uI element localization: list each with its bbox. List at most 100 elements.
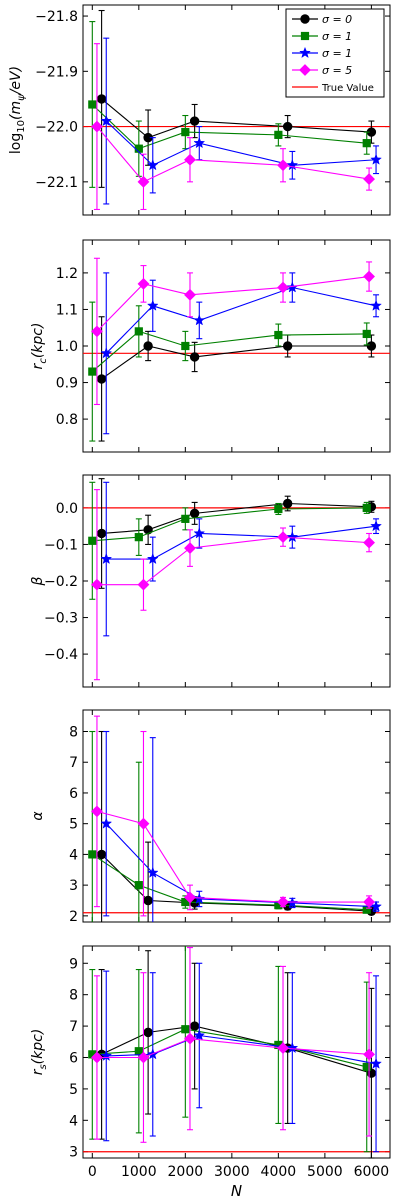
y-tick-label: 7: [69, 755, 78, 771]
data-point: [193, 136, 206, 149]
data-point: [96, 528, 107, 539]
series-line: [105, 120, 377, 166]
data-point: [100, 552, 113, 565]
data-point: [282, 498, 293, 509]
data-point: [137, 1051, 150, 1064]
data-point: [193, 527, 206, 539]
data-point: [184, 542, 196, 555]
series-line: [92, 507, 367, 542]
axes-frame: [82, 474, 391, 688]
data-point: [277, 896, 289, 908]
data-point: [96, 374, 107, 384]
series-0: [96, 9, 377, 188]
series-line: [101, 345, 372, 380]
series-line: [101, 98, 372, 139]
data-point: [96, 94, 107, 104]
y-tick-label: 3: [69, 1145, 78, 1161]
data-point: [96, 849, 107, 860]
data-point: [91, 805, 103, 818]
data-point: [363, 270, 375, 283]
y-tick-label: 4: [69, 1113, 78, 1129]
y-tick-label: −0.3: [44, 611, 78, 627]
series-line: [96, 126, 370, 183]
data-point: [181, 128, 190, 137]
data-point: [88, 536, 97, 545]
data-point: [146, 552, 159, 565]
y-tick-label: −0.4: [44, 647, 78, 663]
data-point: [189, 116, 200, 126]
data-point: [100, 347, 113, 359]
series-3: [91, 43, 375, 211]
y-tick-label: 4: [69, 847, 78, 863]
y-tick-label: 8: [69, 725, 78, 741]
data-point: [370, 153, 382, 165]
data-point: [286, 159, 299, 171]
data-point: [181, 341, 190, 351]
panel-4: 2 3 4 5 6 7 8 α: [30, 709, 391, 925]
y-axis-label: rc(kpc): [30, 323, 49, 370]
data-point: [362, 139, 371, 148]
data-point: [137, 277, 150, 290]
series-1: [88, 481, 371, 600]
legend-marker: [299, 64, 311, 76]
y-tick-label: −0.1: [44, 537, 78, 553]
y-tick-label: 2: [69, 909, 78, 925]
y-tick-label: 3: [69, 878, 78, 894]
data-point: [370, 1057, 382, 1069]
data-point: [362, 503, 371, 512]
data-point: [91, 120, 103, 133]
y-tick-label: −22.1: [35, 175, 78, 191]
series-2: [100, 272, 382, 435]
legend-label: True Value: [321, 83, 374, 94]
data-point: [91, 578, 103, 591]
data-point: [143, 895, 153, 906]
data-point: [91, 1051, 103, 1064]
y-tick-label: −22.0: [35, 120, 78, 136]
legend-marker: [300, 31, 310, 41]
x-tick-label: 1000: [121, 1164, 157, 1180]
data-point: [363, 1048, 375, 1061]
data-point: [181, 514, 190, 523]
data-point: [277, 281, 289, 294]
legend-marker: [299, 46, 311, 59]
data-point: [134, 533, 143, 542]
x-axis-label: N: [231, 1182, 242, 1200]
data-point: [274, 130, 283, 139]
y-tick-label: 6: [69, 1050, 78, 1066]
data-point: [363, 173, 375, 185]
series-line: [96, 536, 370, 586]
y-tick-label: 0.8: [56, 412, 78, 428]
y-tick-label: 1.1: [56, 302, 78, 318]
y-tick-label: 6: [69, 786, 78, 802]
data-point: [184, 288, 196, 301]
y-tick-label: 5: [69, 817, 78, 833]
series-3: [91, 257, 375, 406]
data-point: [88, 100, 97, 109]
data-point: [134, 881, 143, 890]
data-point: [189, 352, 200, 362]
data-point: [134, 327, 143, 336]
y-tick-label: 0.0: [56, 501, 78, 517]
x-tick-label: 3000: [214, 1164, 250, 1180]
data-point: [274, 330, 283, 340]
panel-5: 3 4 5 6 7 8 9 0 1000 2000 3000 4000 5000 6000 rs(kpc) N: [30, 945, 391, 1200]
axes-frame: [82, 709, 391, 923]
data-point: [137, 175, 150, 188]
data-point: [184, 891, 196, 904]
y-tick-label: −21.9: [35, 64, 78, 80]
data-point: [88, 850, 97, 859]
series-3: [91, 947, 375, 1143]
legend-label: σ = 5: [322, 64, 352, 77]
series-3: [91, 489, 375, 681]
y-tick-label: 5: [69, 1082, 78, 1098]
data-point: [146, 866, 159, 878]
data-point: [366, 341, 377, 351]
data-point: [370, 519, 382, 532]
series-2: [100, 730, 382, 922]
data-point: [143, 1027, 153, 1038]
series-2: [100, 481, 382, 637]
x-tick-label: 2000: [168, 1164, 204, 1180]
data-point: [189, 1021, 200, 1031]
data-point: [193, 1029, 206, 1041]
y-axis-label: rs(kpc): [30, 1029, 49, 1076]
